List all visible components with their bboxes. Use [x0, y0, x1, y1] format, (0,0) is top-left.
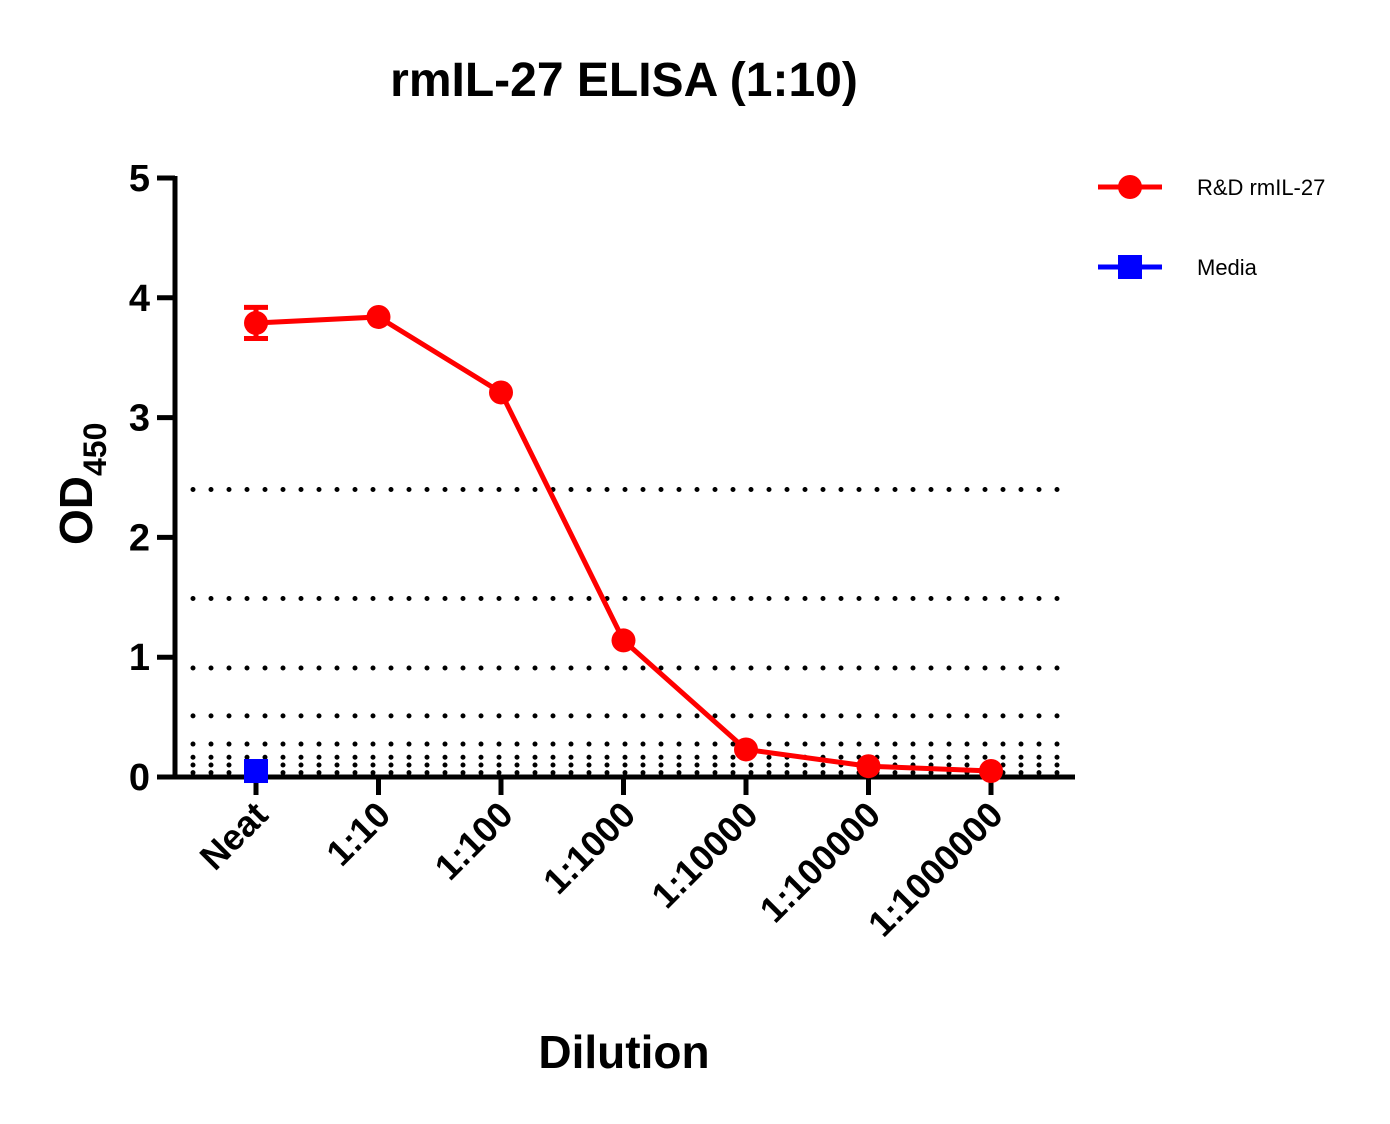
data-point	[244, 310, 268, 335]
legend-label: R&D rmIL-27	[1197, 175, 1325, 200]
x-tick-label: 1:10000	[643, 794, 765, 916]
series	[244, 304, 1003, 784]
legend-marker	[1118, 255, 1142, 279]
legend: R&D rmIL-27 Media	[1098, 175, 1325, 280]
data-point	[856, 754, 881, 779]
y-tick-label: 5	[129, 158, 150, 200]
data-point	[979, 759, 1003, 784]
data-point	[366, 304, 391, 329]
legend-label: Media	[1197, 255, 1258, 280]
series-line	[255, 314, 992, 774]
x-axis-label: Dilution	[538, 1026, 709, 1078]
y-tick-label: 1	[129, 637, 150, 679]
legend-marker	[1118, 175, 1142, 199]
y-axis-label-main: OD	[50, 476, 102, 545]
chart-title: rmIL-27 ELISA (1:10)	[390, 54, 858, 107]
y-tick-label: 2	[129, 517, 150, 559]
y-tick-label: 3	[129, 398, 150, 440]
x-tick-label: 1:10	[318, 794, 398, 874]
data-point	[734, 737, 758, 762]
y-axis-label-subscript: 450	[77, 423, 113, 476]
reference-lines	[190, 486, 1078, 776]
y-axis-label: OD450	[50, 423, 113, 545]
axes: 0 1 2 3 4 5 Neat 1:10 1:100 1:1000 1:10000 1:100000…	[129, 158, 1075, 944]
y-tick-label: 0	[129, 757, 150, 799]
x-tick-label: Neat	[191, 794, 275, 878]
x-tick-label: 1:1000	[535, 794, 643, 902]
data-point	[611, 628, 636, 653]
data-point	[244, 759, 268, 784]
x-tick-label: 1:100	[427, 794, 521, 888]
x-tick-label: 1:1000000	[860, 794, 1011, 945]
data-point	[489, 380, 513, 405]
y-tick-label: 4	[129, 278, 150, 320]
